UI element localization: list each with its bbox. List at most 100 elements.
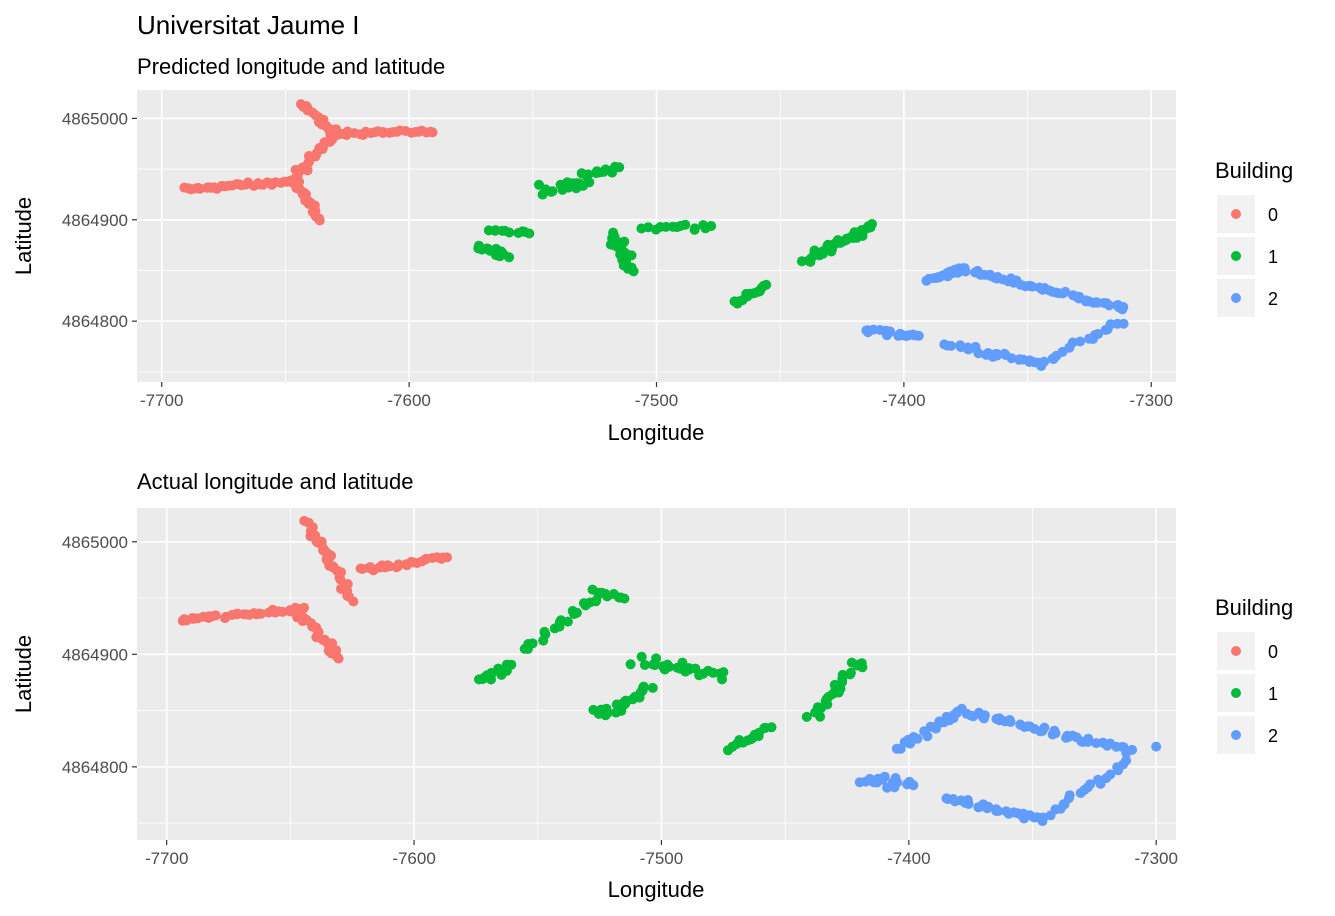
data-point-building-1 xyxy=(801,711,812,722)
panel-1-y-axis-title: Latitude xyxy=(11,197,36,275)
x-tick-label: -7500 xyxy=(635,391,678,410)
x-tick-label: -7600 xyxy=(392,849,435,868)
data-point-building-2 xyxy=(955,340,966,351)
data-point-building-2 xyxy=(1036,284,1047,295)
data-point-building-2 xyxy=(906,779,917,790)
data-point-building-1 xyxy=(614,162,625,173)
panel-2-plot-area xyxy=(137,508,1176,840)
data-point-building-2 xyxy=(1104,300,1115,311)
data-point-building-1 xyxy=(571,607,582,618)
data-point-building-2 xyxy=(871,777,882,788)
data-point-building-2 xyxy=(1121,755,1132,766)
data-point-building-1 xyxy=(659,664,670,675)
data-point-building-1 xyxy=(660,221,671,232)
data-point-building-1 xyxy=(698,668,709,679)
data-point-building-1 xyxy=(527,638,538,649)
data-point-building-1 xyxy=(806,253,816,264)
data-point-building-2 xyxy=(1083,736,1093,747)
legend-key-building-2 xyxy=(1231,730,1241,740)
data-point-building-2 xyxy=(973,348,984,359)
data-point-building-2 xyxy=(1093,329,1104,339)
x-tick-label: -7400 xyxy=(887,849,930,868)
data-point-building-0 xyxy=(314,215,325,226)
data-point-building-2 xyxy=(1064,790,1075,801)
data-point-building-0 xyxy=(307,522,318,533)
panel-2-y-axis-title: Latitude xyxy=(11,635,36,713)
data-point-building-2 xyxy=(1117,304,1128,315)
data-point-building-2 xyxy=(979,713,989,724)
data-point-building-1 xyxy=(867,219,877,229)
data-point-building-2 xyxy=(983,801,994,812)
panel-2-x-axis-title: Longitude xyxy=(608,877,705,902)
data-point-building-2 xyxy=(1118,318,1129,329)
data-point-building-1 xyxy=(761,279,772,290)
x-tick-label: -7300 xyxy=(1130,391,1173,410)
data-point-building-1 xyxy=(619,593,630,604)
data-point-building-0 xyxy=(393,559,404,570)
panel-2-legend-title: Building xyxy=(1215,595,1293,620)
data-point-building-0 xyxy=(256,608,266,619)
data-point-building-2 xyxy=(1037,725,1048,736)
data-point-building-1 xyxy=(504,252,515,263)
legend-label-building-0: 0 xyxy=(1268,642,1278,662)
panel-1-ticks: -7700 -7600 -7500 -7400 -7300 4864800 4864900 4… xyxy=(62,109,1173,410)
data-point-building-2 xyxy=(1127,744,1138,755)
data-point-building-1 xyxy=(845,667,856,678)
data-point-building-2 xyxy=(1067,337,1078,348)
panel-2-legend: Building 0 1 2 xyxy=(1215,595,1293,754)
data-point-building-1 xyxy=(506,659,517,670)
data-point-building-1 xyxy=(649,660,660,671)
data-point-building-2 xyxy=(960,266,971,277)
data-point-building-1 xyxy=(809,245,820,256)
legend-label-building-0: 0 xyxy=(1268,205,1278,225)
data-point-building-2 xyxy=(1102,740,1113,751)
y-tick-label: 4865000 xyxy=(62,109,128,128)
data-point-building-2 xyxy=(892,777,903,788)
data-point-building-1 xyxy=(766,722,777,733)
data-point-building-1 xyxy=(622,263,633,274)
data-point-building-0 xyxy=(333,653,344,664)
data-point-building-2 xyxy=(1151,741,1162,752)
data-point-building-1 xyxy=(638,681,649,692)
y-tick-label: 4864800 xyxy=(62,758,128,777)
data-point-building-1 xyxy=(571,178,582,189)
data-point-building-2 xyxy=(885,326,896,337)
data-point-building-1 xyxy=(677,657,688,668)
data-point-building-2 xyxy=(964,344,975,355)
legend-key-building-1 xyxy=(1231,688,1241,698)
data-point-building-0 xyxy=(312,626,323,637)
data-point-building-1 xyxy=(562,616,573,627)
data-point-building-2 xyxy=(1075,336,1086,347)
data-point-building-2 xyxy=(1039,356,1050,367)
panel-1-points xyxy=(179,99,1129,371)
x-tick-label: -7400 xyxy=(882,391,925,410)
data-point-building-1 xyxy=(717,674,727,685)
data-point-building-0 xyxy=(179,614,190,625)
data-point-building-1 xyxy=(706,221,717,231)
y-tick-label: 4865000 xyxy=(62,533,128,552)
data-point-building-2 xyxy=(879,771,890,782)
data-point-building-0 xyxy=(427,127,438,138)
data-point-building-1 xyxy=(524,228,535,239)
legend-key-building-2 xyxy=(1231,293,1241,303)
panel-1-legend-title: Building xyxy=(1215,158,1293,183)
data-point-building-1 xyxy=(832,235,843,246)
data-point-building-2 xyxy=(992,350,1002,361)
data-point-building-1 xyxy=(588,704,599,715)
data-point-building-2 xyxy=(1006,353,1017,364)
panel-1-x-axis-title: Longitude xyxy=(608,420,705,445)
data-point-building-1 xyxy=(625,659,636,670)
data-point-building-2 xyxy=(908,732,919,742)
data-point-building-2 xyxy=(963,799,974,809)
data-point-building-1 xyxy=(639,660,650,670)
data-point-building-2 xyxy=(1093,774,1103,785)
data-point-building-2 xyxy=(1004,715,1015,725)
panel-2-subtitle: Actual longitude and latitude xyxy=(137,469,413,494)
legend-key-building-0 xyxy=(1231,209,1241,219)
y-tick-label: 4864900 xyxy=(62,645,128,664)
x-tick-label: -7500 xyxy=(640,849,683,868)
data-point-building-2 xyxy=(993,806,1004,817)
data-point-building-2 xyxy=(1057,288,1068,299)
legend-label-building-1: 1 xyxy=(1268,247,1278,267)
data-point-building-1 xyxy=(643,222,654,233)
